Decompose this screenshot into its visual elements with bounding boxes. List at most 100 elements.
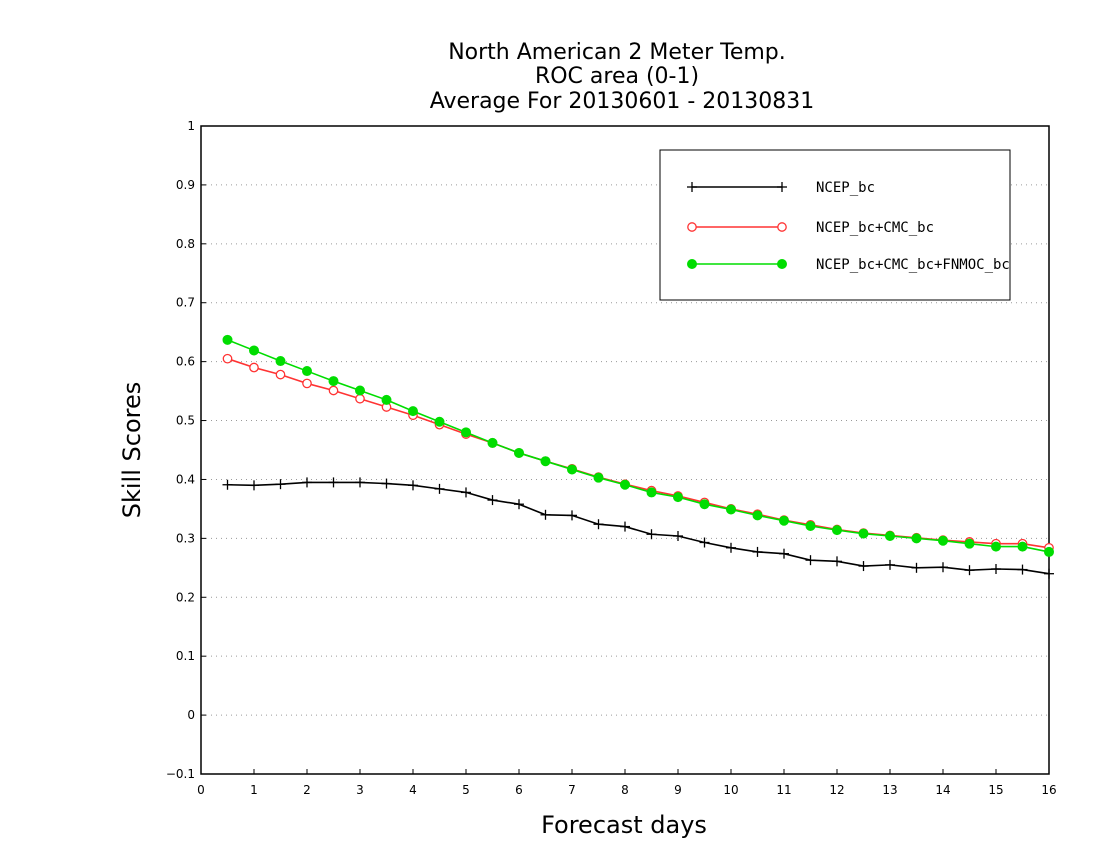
data-point-filled-circle [434, 416, 445, 427]
data-point-filled-circle [646, 487, 657, 498]
chart-title: North American 2 Meter Temp. ROC area (0… [430, 40, 815, 114]
legend-item-0: NCEP_bc [687, 180, 875, 196]
data-point-plus [222, 479, 233, 490]
x-tick-label: 5 [462, 783, 470, 797]
data-point-plus [328, 477, 339, 488]
data-point-plus [673, 531, 683, 542]
x-tick-label: 6 [515, 783, 523, 797]
series-0 [222, 477, 1054, 579]
y-tick-label: 0.7 [176, 296, 195, 310]
data-point-filled-circle [832, 525, 842, 536]
data-point-plus [911, 562, 922, 573]
x-tick-label: 15 [988, 783, 1003, 797]
data-point-open-circle [687, 222, 697, 232]
data-point-filled-circle [593, 472, 604, 483]
data-point-open-circle [777, 222, 787, 232]
x-tick-label: 14 [935, 783, 950, 797]
data-point-plus [593, 519, 604, 530]
data-point-filled-circle [328, 376, 339, 387]
data-point-filled-circle [1044, 546, 1054, 557]
data-point-filled-circle [911, 533, 922, 544]
data-point-filled-circle [752, 510, 763, 521]
x-tick-label: 13 [882, 783, 897, 797]
data-point-filled-circle [487, 437, 498, 448]
x-tick-label: 7 [568, 783, 576, 797]
data-point-plus [381, 478, 392, 489]
data-point-plus [885, 559, 895, 570]
data-point-plus [687, 182, 697, 192]
data-point-plus [249, 480, 259, 491]
y-tick-label: 0.6 [176, 355, 195, 369]
x-axis-title: Forecast days [541, 811, 707, 839]
data-point-plus [646, 529, 657, 540]
x-axis: 0 1 2 3 4 5 6 7 8 9 10 11 12 13 14 15 16 [197, 769, 1057, 797]
data-point-plus [805, 555, 816, 566]
data-point-plus [514, 499, 524, 510]
x-tick-label: 12 [829, 783, 844, 797]
data-point-open-circle [302, 378, 312, 389]
y-tick-label: 0.8 [176, 237, 195, 251]
data-point-filled-circle [964, 538, 975, 549]
data-point-open-circle [222, 353, 233, 364]
chart-title-line-2: ROC area (0-1) [535, 64, 699, 89]
data-point-filled-circle [1017, 541, 1028, 552]
legend-label: NCEP_bc+CMC_bc [816, 220, 934, 236]
data-point-filled-circle [567, 464, 577, 475]
x-tick-label: 11 [776, 783, 791, 797]
data-point-open-circle [275, 369, 286, 380]
data-point-plus [620, 521, 630, 532]
data-point-filled-circle [673, 492, 683, 503]
data-point-plus [752, 546, 763, 557]
series-1 [222, 353, 1054, 553]
legend-item-2: NCEP_bc+CMC_bc+FNMOC_bc [687, 257, 1010, 273]
data-point-plus [779, 548, 789, 559]
data-point-filled-circle [858, 528, 869, 539]
data-point-plus [858, 561, 869, 572]
y-tick-label: 1 [187, 119, 195, 133]
data-point-plus [699, 537, 710, 548]
data-point-filled-circle [805, 520, 816, 531]
chart-title-line-1: North American 2 Meter Temp. [448, 40, 786, 65]
data-point-filled-circle [408, 406, 418, 417]
data-point-filled-circle [514, 447, 524, 458]
x-tick-label: 16 [1041, 783, 1056, 797]
data-point-filled-circle [991, 541, 1001, 552]
data-point-filled-circle [222, 334, 233, 345]
data-point-filled-circle [302, 366, 312, 377]
data-point-filled-circle [275, 356, 286, 367]
data-point-plus [1017, 564, 1028, 575]
data-point-filled-circle [699, 499, 710, 510]
y-axis-title: Skill Scores [118, 382, 146, 519]
x-tick-label: 4 [409, 783, 417, 797]
data-point-filled-circle [620, 479, 630, 490]
data-point-plus [302, 477, 312, 488]
data-point-plus [964, 565, 975, 576]
data-point-plus [408, 480, 418, 491]
data-point-filled-circle [726, 504, 736, 515]
data-point-plus [567, 510, 577, 521]
y-tick-label: 0.2 [176, 590, 195, 604]
x-tick-label: 1 [250, 783, 258, 797]
series-line [227, 339, 1050, 553]
data-point-plus [461, 487, 471, 498]
y-tick-label: 0.9 [176, 178, 195, 192]
y-tick-label: −0.1 [166, 767, 195, 781]
data-point-filled-circle [777, 259, 787, 269]
data-point-filled-circle [249, 345, 259, 356]
x-tick-label: 0 [197, 783, 205, 797]
data-point-open-circle [249, 362, 259, 373]
data-point-plus [487, 495, 498, 506]
data-point-filled-circle [885, 531, 895, 542]
x-tick-label: 8 [621, 783, 629, 797]
data-point-plus [777, 182, 787, 192]
x-tick-label: 2 [303, 783, 311, 797]
data-point-filled-circle [381, 394, 392, 405]
data-point-plus [275, 479, 286, 490]
data-point-plus [540, 509, 551, 520]
x-tick-label: 3 [356, 783, 364, 797]
data-point-open-circle [355, 393, 365, 404]
data-point-plus [726, 542, 736, 553]
data-point-filled-circle [938, 535, 948, 546]
data-point-open-circle [328, 385, 339, 396]
